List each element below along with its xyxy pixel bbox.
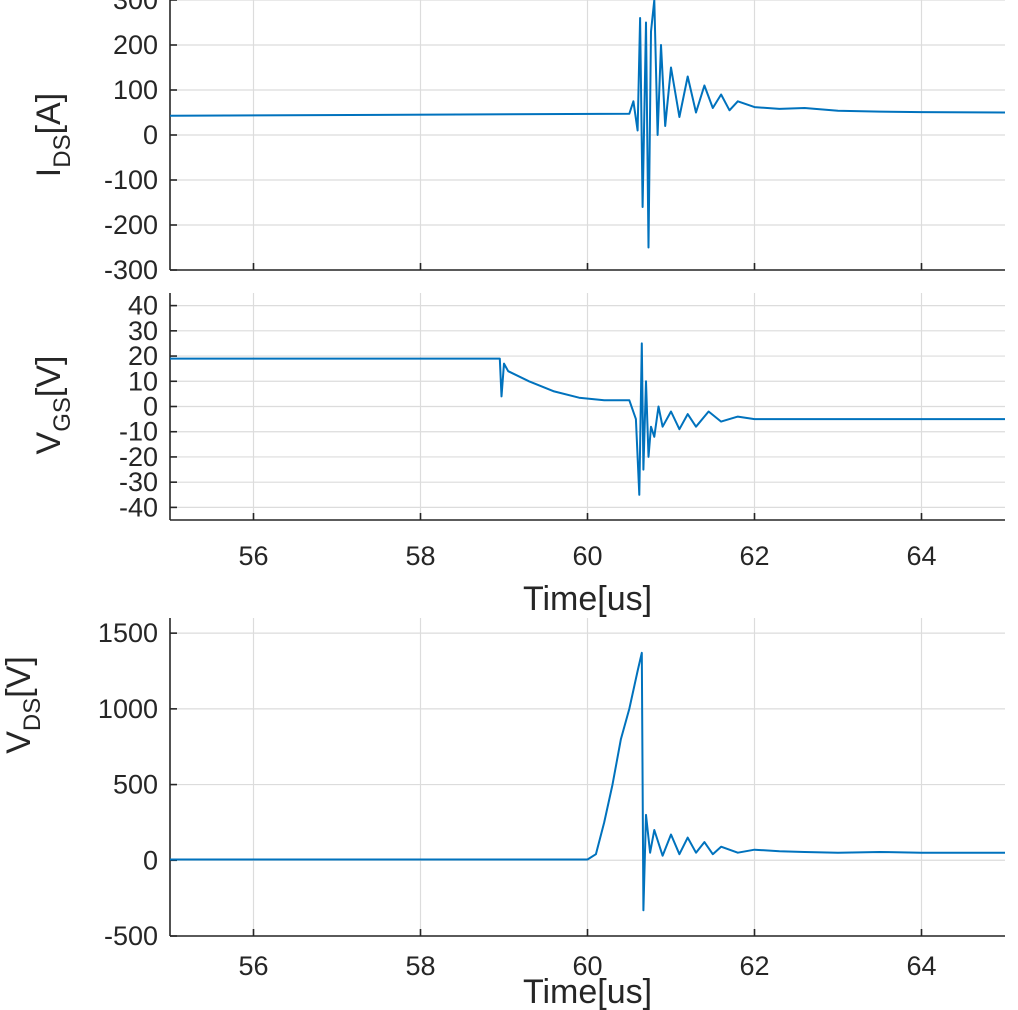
y-axis-label-subscript: DS bbox=[19, 698, 46, 731]
y-tick-label: 30 bbox=[128, 316, 158, 346]
y-axis-label-main: I bbox=[30, 168, 68, 177]
y-axis-label-subscript: DS bbox=[49, 134, 76, 167]
y-tick-label: 0 bbox=[143, 845, 158, 875]
y-tick-label: 300 bbox=[113, 0, 158, 15]
x-tick-label: 56 bbox=[238, 541, 268, 571]
y-tick-label: 1500 bbox=[98, 618, 158, 648]
y-tick-label: 500 bbox=[113, 770, 158, 800]
y-tick-label: -300 bbox=[104, 255, 158, 285]
x-tick-label: 64 bbox=[906, 541, 936, 571]
y-tick-label: -20 bbox=[119, 442, 158, 472]
series-line bbox=[169, 0, 1006, 249]
y-axis-label-main: V bbox=[30, 431, 68, 454]
y-tick-label: 10 bbox=[128, 366, 158, 396]
y-tick-label: 0 bbox=[143, 120, 158, 150]
y-axis-label-unit: [A] bbox=[30, 93, 68, 135]
x-tick-label: 56 bbox=[238, 951, 268, 981]
y-tick-label: -100 bbox=[104, 165, 158, 195]
y-axis-label-unit: [V] bbox=[0, 656, 38, 698]
y-axis-label-subscript: GS bbox=[49, 397, 76, 432]
x-tick-label: 60 bbox=[572, 541, 602, 571]
current-plot: -300 -200 -100 0 100 200 300 IDS[A] bbox=[30, 0, 1006, 285]
y-axis-label: IDS[A] bbox=[30, 93, 76, 177]
y-tick-label: -10 bbox=[119, 417, 158, 447]
y-axis-label: VGS[V] bbox=[30, 356, 76, 455]
y-tick-label: 200 bbox=[113, 30, 158, 60]
y-tick-label: 20 bbox=[128, 341, 158, 371]
x-tick-label: 62 bbox=[739, 951, 769, 981]
y-axis-label-unit: [V] bbox=[30, 356, 68, 398]
y-tick-label: -500 bbox=[104, 921, 158, 951]
y-axis-label-main: V bbox=[0, 731, 38, 754]
y-tick-label: 100 bbox=[113, 75, 158, 105]
y-axis-label: VDS[V] bbox=[0, 656, 46, 754]
x-tick-label: 62 bbox=[739, 541, 769, 571]
x-axis-label: Time[us] bbox=[523, 580, 652, 618]
y-tick-label: -200 bbox=[104, 210, 158, 240]
y-tick-label: -40 bbox=[119, 492, 158, 522]
y-tick-label: 40 bbox=[128, 291, 158, 321]
drain-voltage-plot: -500 0 500 1000 1500 56 58 60 62 64 Time[us] VDS[V] bbox=[0, 618, 1005, 1010]
x-axis-label: Time[us] bbox=[523, 973, 652, 1010]
y-tick-label: 0 bbox=[143, 392, 158, 422]
x-tick-label: 60 bbox=[572, 951, 602, 981]
y-tick-label: -30 bbox=[119, 467, 158, 497]
x-tick-label: 64 bbox=[906, 951, 936, 981]
y-tick-label: 1000 bbox=[98, 694, 158, 724]
x-tick-label: 58 bbox=[405, 541, 435, 571]
series-line bbox=[170, 651, 1005, 912]
x-tick-label: 58 bbox=[405, 951, 435, 981]
series-line bbox=[170, 342, 1005, 496]
